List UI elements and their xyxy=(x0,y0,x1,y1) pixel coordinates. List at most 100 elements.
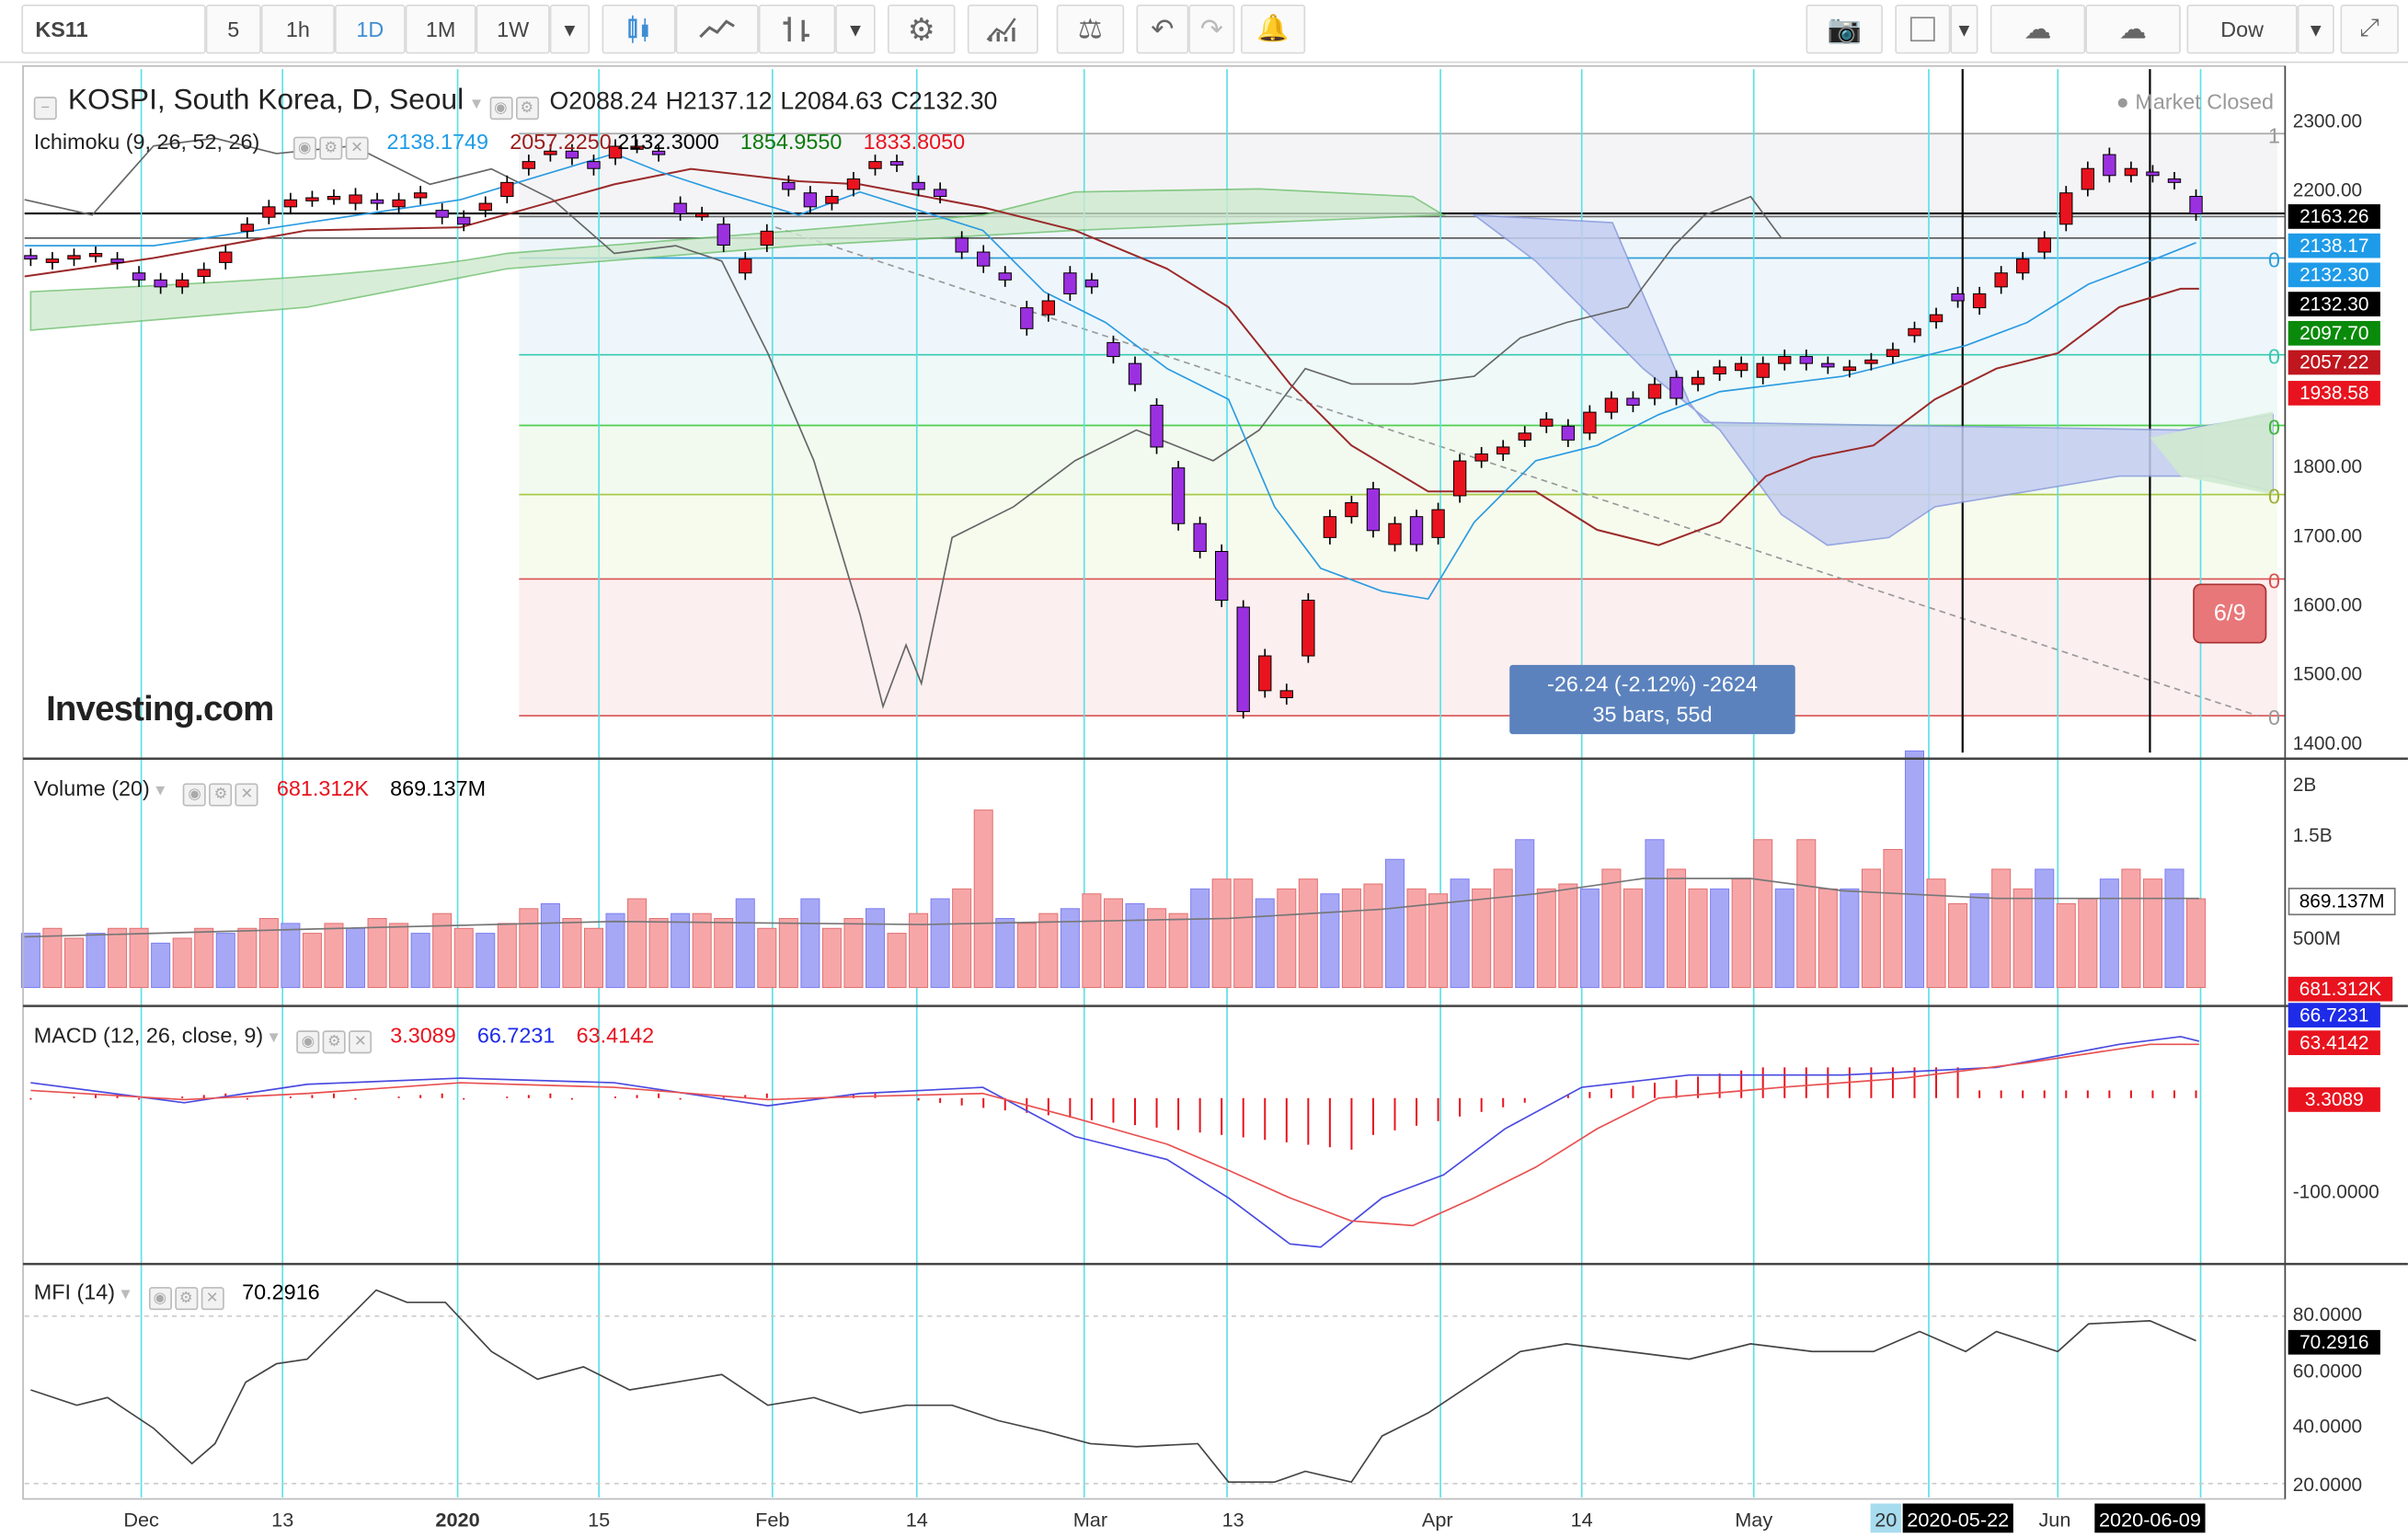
market-status: ● Market Closed xyxy=(2116,88,2275,114)
interval-1h-button[interactable]: 1h xyxy=(260,5,335,54)
compare-dropdown-button[interactable]: ▾ xyxy=(2297,5,2334,54)
candle-body xyxy=(1431,509,1445,538)
volume-bar xyxy=(562,918,582,989)
volume-bars xyxy=(20,750,2207,989)
camera-icon: 📷 xyxy=(1827,13,1862,44)
close-icon[interactable]: ✕ xyxy=(235,783,258,807)
volume-bar xyxy=(1645,839,1665,989)
candle-body xyxy=(1236,606,1250,713)
layout-button[interactable] xyxy=(1895,5,1951,54)
cloud-download-button[interactable]: ☁ xyxy=(1989,5,2086,54)
volume-bar xyxy=(237,927,258,989)
eye-icon[interactable]: ◉ xyxy=(488,97,512,121)
eye-icon[interactable]: ◉ xyxy=(183,783,207,807)
bar-type-button[interactable] xyxy=(758,5,836,54)
alert-button[interactable]: 🔔 xyxy=(1241,5,1306,54)
candle-body xyxy=(1518,432,1531,441)
gear-icon[interactable]: ⚙ xyxy=(322,1030,346,1054)
candle-body xyxy=(219,251,233,263)
candle-body xyxy=(803,192,818,208)
undo-button[interactable]: ↶ xyxy=(1136,5,1189,54)
layout-dropdown-button[interactable]: ▾ xyxy=(1950,5,1978,54)
span-a-value: 1854.9550 xyxy=(740,129,843,154)
x-axis-label: 2020 xyxy=(435,1509,479,1532)
close-icon[interactable]: ✕ xyxy=(349,1030,373,1054)
volume-bar xyxy=(1601,868,1622,989)
cloud-upload-icon: ☁ xyxy=(2119,13,2148,44)
symbol-input[interactable]: KS11 xyxy=(21,5,206,54)
volume-bar xyxy=(519,908,539,989)
eye-icon[interactable]: ◉ xyxy=(296,1030,320,1054)
chevron-down-icon[interactable]: ▾ xyxy=(472,92,482,114)
volume-axis-label: 2B xyxy=(2292,774,2317,796)
volume-bar xyxy=(714,918,734,989)
chevron-down-icon[interactable]: ▾ xyxy=(155,778,166,800)
pane-frame xyxy=(22,64,2408,1500)
close-icon[interactable]: ✕ xyxy=(201,1287,224,1311)
candle-body xyxy=(2124,167,2139,177)
close-icon[interactable]: ✕ xyxy=(345,136,369,160)
line-type-button[interactable] xyxy=(675,5,759,54)
line-chart-icon xyxy=(699,19,735,39)
mfi-line xyxy=(30,1289,2196,1484)
candle-body xyxy=(110,258,124,263)
candle-body xyxy=(1842,366,1857,372)
settings-button[interactable]: ⚙ xyxy=(888,5,956,54)
candle-body xyxy=(1171,467,1186,524)
volume-bar xyxy=(215,933,235,989)
volume-bar xyxy=(778,918,798,989)
fullscreen-button[interactable]: ⤢ xyxy=(2340,5,2399,54)
volume-bar xyxy=(194,927,214,989)
screenshot-button[interactable]: 📷 xyxy=(1806,5,1883,54)
price-tag: 2057.22 xyxy=(2288,350,2380,375)
bell-plus-icon: 🔔 xyxy=(1256,14,1290,43)
candle-body xyxy=(2167,178,2182,183)
volume-bar xyxy=(258,918,279,989)
interval-1m-button[interactable]: 1M xyxy=(405,5,476,54)
candle-body xyxy=(176,279,189,288)
gear-icon[interactable]: ⚙ xyxy=(319,136,343,160)
candle-body xyxy=(1778,356,1792,364)
interval-5-button[interactable]: 5 xyxy=(205,5,261,54)
fib-label: 0 xyxy=(2267,247,2281,272)
candle-body xyxy=(1864,359,1878,364)
chevron-down-icon[interactable]: ▾ xyxy=(269,1026,279,1048)
macd-line xyxy=(30,1036,2200,1248)
collapse-icon[interactable]: − xyxy=(33,97,57,121)
volume-bar xyxy=(952,888,972,989)
candle-body xyxy=(955,237,969,253)
gear-icon[interactable]: ⚙ xyxy=(174,1287,198,1311)
chevron-down-icon[interactable]: ▾ xyxy=(120,1282,131,1304)
eye-icon[interactable]: ◉ xyxy=(148,1287,172,1311)
gear-icon[interactable]: ⚙ xyxy=(209,783,233,807)
volume-bar xyxy=(1016,923,1037,989)
x-axis-label: Apr xyxy=(1422,1509,1453,1532)
interval-1w-button[interactable]: 1W xyxy=(476,5,550,54)
volume-bar xyxy=(648,918,669,989)
compare-symbol-select[interactable]: Dow xyxy=(2186,5,2298,54)
chart-type-dropdown-button[interactable]: ▾ xyxy=(835,5,876,54)
volume-bar xyxy=(345,927,366,989)
redo-button[interactable]: ↷ xyxy=(1188,5,1235,54)
candles-type-button[interactable] xyxy=(602,5,676,54)
fib-label: 0 xyxy=(2267,705,2281,730)
eye-icon[interactable]: ◉ xyxy=(292,136,316,160)
toolbar: KS11 5 1h 1D 1M 1W ▾ ▾ ⚙ ⚖ ↶ ↷ 🔔 📷 ▾ ☁ ☁… xyxy=(0,0,2408,63)
candle-body xyxy=(370,199,384,204)
x-axis-label: May xyxy=(1735,1509,1772,1532)
volume-ma-value: 869.137M xyxy=(390,775,487,800)
volume-bar xyxy=(1688,888,1708,989)
interval-dropdown-button[interactable]: ▾ xyxy=(549,5,591,54)
x-axis-tag xyxy=(1902,1503,2013,1533)
compare-button[interactable]: ⚖ xyxy=(1056,5,1125,54)
cloud-upload-button[interactable]: ☁ xyxy=(2085,5,2181,54)
candle-body xyxy=(694,212,709,218)
candle-body xyxy=(782,181,796,190)
volume-tag: 681.312K xyxy=(2288,976,2393,1002)
interval-1d-button[interactable]: 1D xyxy=(334,5,406,54)
date-callout[interactable]: 6/9 xyxy=(2193,583,2267,644)
gear-icon[interactable]: ⚙ xyxy=(515,97,539,121)
indicators-button[interactable] xyxy=(967,5,1038,54)
volume-bar xyxy=(302,933,322,989)
